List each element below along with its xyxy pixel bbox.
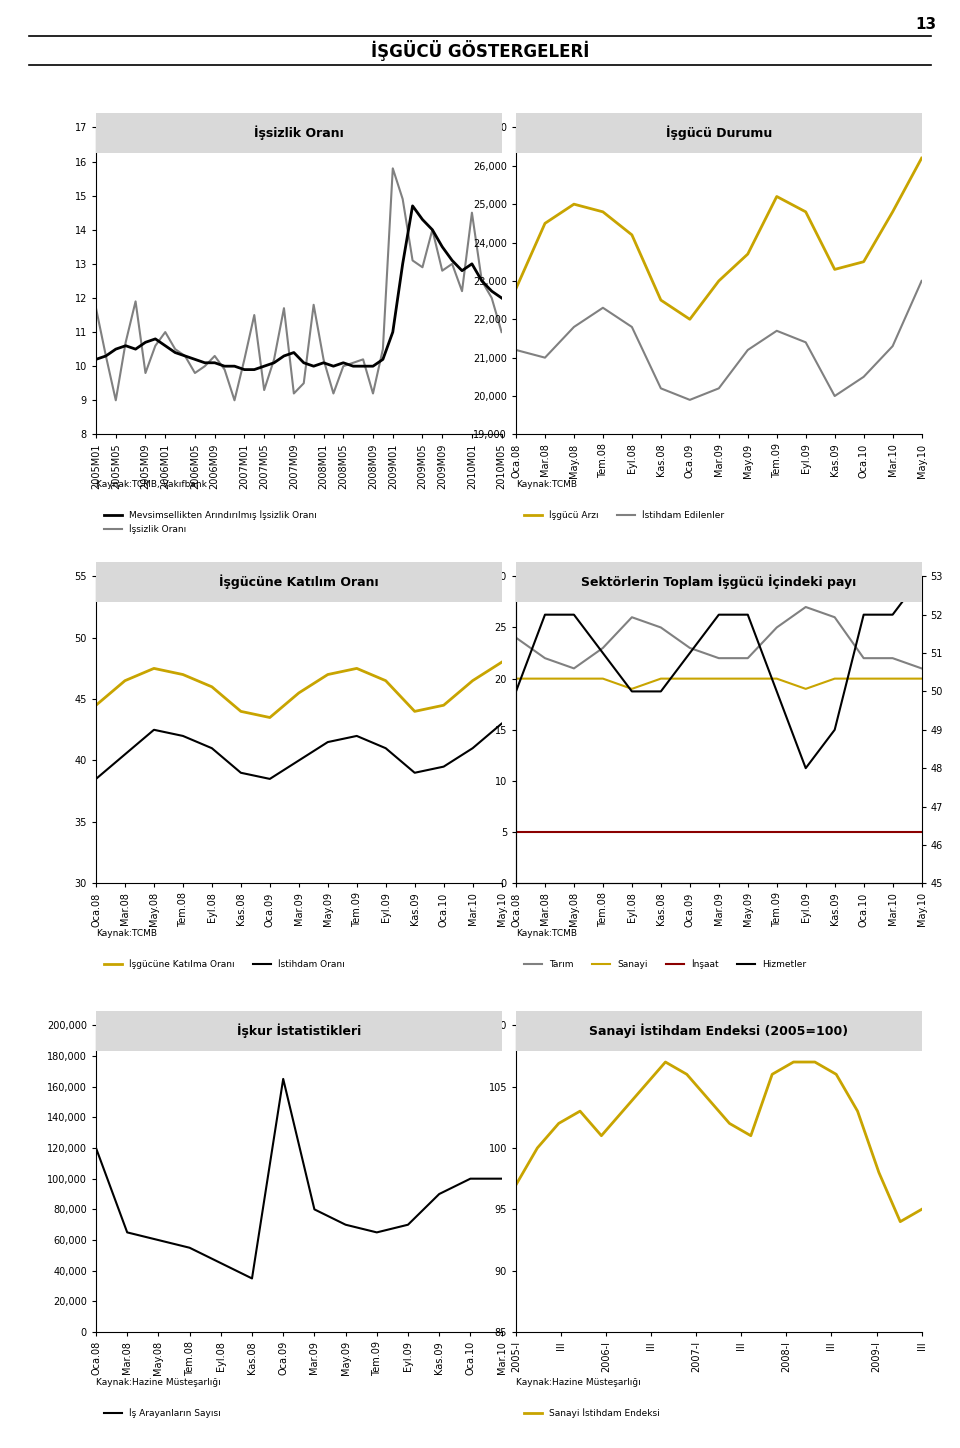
Legend: Sanayi İstihdam Endeksi: Sanayi İstihdam Endeksi [520,1405,663,1422]
Text: 13: 13 [915,17,936,32]
Text: Sanayi İstihdam Endeksi (2005=100): Sanayi İstihdam Endeksi (2005=100) [589,1024,849,1038]
Text: Kaynak:TCMB: Kaynak:TCMB [96,930,157,938]
Text: İşkur İstatistikleri: İşkur İstatistikleri [237,1024,361,1038]
Text: Kaynak:Hazine Müsteşarlığı: Kaynak:Hazine Müsteşarlığı [96,1378,221,1387]
Text: İşsizlik Oranı: İşsizlik Oranı [254,126,344,140]
Legend: İşgücüne Katılma Oranı, İstihdam Oranı: İşgücüne Katılma Oranı, İstihdam Oranı [101,956,348,973]
Text: İşgücü Durumu: İşgücü Durumu [665,126,772,140]
Text: Kaynak:TCMB: Kaynak:TCMB [516,930,577,938]
Legend: İşgücü Arzı, İstihdam Edilenler: İşgücü Arzı, İstihdam Edilenler [520,507,728,524]
Text: Kaynak:Hazine Müsteşarlığı: Kaynak:Hazine Müsteşarlığı [516,1378,640,1387]
Text: İŞGÜCÜ GÖSTERGELERİ: İŞGÜCÜ GÖSTERGELERİ [371,41,589,61]
Legend: Tarım, Sanayi, İnşaat, Hizmetler: Tarım, Sanayi, İnşaat, Hizmetler [520,956,810,973]
Text: Kaynak:TCMB: Kaynak:TCMB [516,481,577,489]
Text: Sektörlerin Toplam İşgücü İçindeki payı: Sektörlerin Toplam İşgücü İçindeki payı [581,575,856,589]
Legend: İş Arayanların Sayısı: İş Arayanların Sayısı [101,1405,225,1422]
Legend: Mevsimsellikten Arındırılmış İşsizlik Oranı, İşsizlik Oranı: Mevsimsellikten Arındırılmış İşsizlik Or… [101,507,321,539]
Text: Kaynak:TCMB, Vakıfbank: Kaynak:TCMB, Vakıfbank [96,481,206,489]
Text: İşgücüne Katılım Oranı: İşgücüne Katılım Oranı [219,575,378,589]
